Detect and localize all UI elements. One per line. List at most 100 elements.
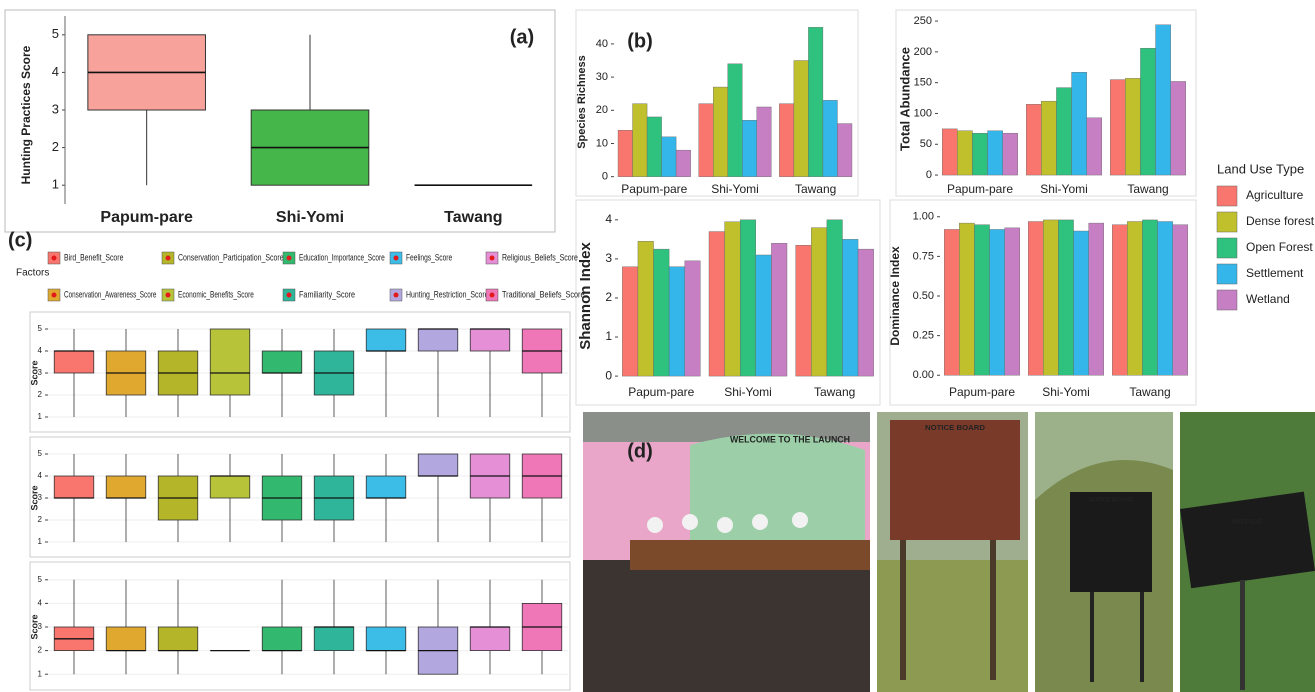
y-axis-label: Score bbox=[29, 485, 39, 510]
legend-label: Agriculture bbox=[1246, 188, 1304, 202]
bar bbox=[1158, 222, 1173, 376]
box bbox=[54, 351, 94, 373]
box bbox=[366, 627, 406, 651]
bar bbox=[1127, 222, 1142, 376]
photo-launch bbox=[583, 412, 870, 692]
y-tick-label: 3 bbox=[605, 251, 612, 265]
legend-swatch bbox=[1217, 264, 1237, 284]
legend-mean-dot bbox=[52, 293, 57, 298]
y-tick-label: 4 bbox=[38, 471, 43, 480]
y-tick-label: 0 bbox=[926, 169, 932, 181]
box bbox=[418, 454, 458, 476]
photo-notice-1 bbox=[877, 412, 1028, 692]
bar bbox=[713, 87, 728, 177]
bar bbox=[654, 249, 670, 376]
box bbox=[262, 627, 302, 651]
legend-mean-dot bbox=[394, 256, 399, 261]
legend-label: Religious_Beliefs_Score bbox=[502, 252, 578, 262]
bar bbox=[1112, 225, 1127, 376]
bar bbox=[842, 239, 858, 376]
photo-text: NOTICE BOARD bbox=[1089, 498, 1135, 504]
y-tick-label: 40 bbox=[596, 38, 608, 50]
box bbox=[470, 329, 510, 351]
legend-mean-dot bbox=[166, 293, 171, 298]
bar bbox=[1171, 81, 1186, 175]
bar bbox=[944, 229, 959, 375]
y-tick-label: 2 bbox=[38, 390, 43, 399]
bar bbox=[811, 228, 827, 376]
bar bbox=[1074, 231, 1089, 375]
bar bbox=[990, 229, 1005, 375]
bar bbox=[837, 124, 852, 177]
legend-mean-dot bbox=[166, 256, 171, 261]
box bbox=[54, 476, 94, 498]
bar bbox=[959, 223, 974, 375]
x-tick-label: Papum-pare bbox=[947, 182, 1013, 196]
bar bbox=[618, 130, 633, 176]
bar bbox=[725, 222, 741, 376]
bar bbox=[742, 120, 757, 176]
legend-mean-dot bbox=[52, 256, 57, 261]
y-tick-label: 10 bbox=[596, 137, 608, 149]
panel-label: (b) bbox=[627, 30, 653, 52]
panel-c3-frame bbox=[30, 562, 570, 690]
legend-mean-dot bbox=[490, 256, 495, 261]
x-tick-label: Papum-pare bbox=[621, 182, 687, 196]
box bbox=[418, 329, 458, 351]
y-axis-label: Score bbox=[29, 614, 39, 639]
y-tick-label: 20 bbox=[596, 104, 608, 116]
legend-mean-dot bbox=[490, 293, 495, 298]
x-tick-label: Tawang bbox=[795, 182, 836, 196]
y-tick-label: 150 bbox=[914, 77, 932, 89]
bar bbox=[728, 64, 743, 177]
panel-label: (c) bbox=[8, 229, 32, 251]
y-tick-label: 2 bbox=[605, 290, 612, 304]
bar bbox=[662, 137, 677, 177]
photo-text: NOTICE BOARD bbox=[925, 425, 985, 432]
bar bbox=[779, 104, 794, 177]
bar bbox=[1005, 228, 1020, 375]
x-tick-label: Shi-Yomi bbox=[724, 385, 772, 399]
y-tick-label: 0 bbox=[605, 368, 612, 382]
bar bbox=[1140, 48, 1155, 175]
y-tick-label: 0.75 bbox=[913, 250, 934, 262]
bar bbox=[1142, 220, 1157, 375]
x-tick-label: Shi-Yomi bbox=[1042, 385, 1090, 399]
bar bbox=[622, 267, 638, 376]
legend-label: Bird_Benefit_Score bbox=[64, 252, 123, 262]
y-axis-label: Species Richness bbox=[576, 55, 588, 149]
bar bbox=[1026, 104, 1041, 175]
box bbox=[262, 351, 302, 373]
bar bbox=[647, 117, 662, 177]
x-tick-label: Shi-Yomi bbox=[711, 182, 759, 196]
box bbox=[106, 627, 146, 651]
bar bbox=[1041, 101, 1056, 175]
legend-label: Settlement bbox=[1246, 266, 1304, 280]
legend-mean-dot bbox=[287, 293, 292, 298]
y-tick-label: 5 bbox=[52, 26, 59, 41]
y-tick-label: 3 bbox=[52, 101, 59, 116]
legend-label: Feelings_Score bbox=[406, 252, 452, 262]
y-axis-label: Score bbox=[29, 360, 39, 385]
photo-text: WELCOME TO THE LAUNCH bbox=[730, 434, 850, 444]
bar bbox=[638, 241, 654, 376]
bar bbox=[685, 261, 701, 376]
bar bbox=[1056, 88, 1071, 175]
box bbox=[210, 476, 250, 498]
x-tick-label: Tawang bbox=[814, 385, 855, 399]
bar bbox=[1173, 225, 1188, 376]
y-tick-label: 4 bbox=[38, 599, 43, 608]
bar bbox=[740, 220, 756, 376]
box bbox=[470, 627, 510, 651]
legend-swatch bbox=[1217, 186, 1237, 206]
bar bbox=[699, 104, 714, 177]
photo-notice-2 bbox=[1035, 412, 1173, 692]
y-tick-label: 5 bbox=[38, 449, 43, 458]
bar bbox=[974, 225, 989, 376]
bar bbox=[1110, 80, 1125, 175]
legend-swatch bbox=[1217, 212, 1237, 232]
x-tick-label: Tawang bbox=[1127, 182, 1168, 196]
y-tick-label: 5 bbox=[38, 575, 43, 584]
x-tick-label: Papum-pare bbox=[100, 209, 193, 226]
x-tick-label: Tawang bbox=[1129, 385, 1170, 399]
